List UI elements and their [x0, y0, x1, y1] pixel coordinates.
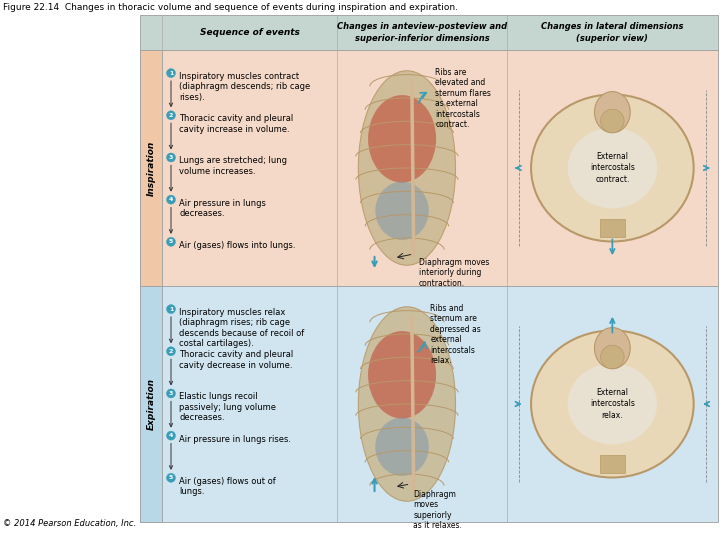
- Text: 1: 1: [168, 307, 174, 312]
- Ellipse shape: [359, 71, 456, 265]
- Circle shape: [166, 347, 176, 356]
- Text: Ribs and
sternum are
depressed as
external
intercostals
relax.: Ribs and sternum are depressed as extern…: [431, 304, 481, 365]
- Text: External
intercostals
relax.: External intercostals relax.: [590, 388, 635, 420]
- Bar: [600, 455, 624, 473]
- Text: Air pressure in lungs rises.: Air pressure in lungs rises.: [179, 435, 291, 444]
- Circle shape: [166, 69, 176, 78]
- Text: Inspiratory muscles relax
(diaphragm rises; rib cage
descends because of recoil : Inspiratory muscles relax (diaphragm ris…: [179, 308, 305, 348]
- Text: Changes in lateral dimensions
(superior view): Changes in lateral dimensions (superior …: [541, 23, 683, 43]
- Circle shape: [166, 153, 176, 162]
- Bar: [600, 219, 624, 237]
- Bar: [140, 15, 718, 50]
- Ellipse shape: [368, 331, 436, 418]
- Text: External
intercostals
contract.: External intercostals contract.: [590, 152, 635, 184]
- Text: Diaphragm moves
interiorly during
contraction.: Diaphragm moves interiorly during contra…: [418, 258, 489, 288]
- Circle shape: [600, 345, 624, 369]
- Circle shape: [166, 305, 176, 314]
- Text: 1: 1: [168, 71, 174, 76]
- Bar: [140, 286, 162, 522]
- Text: 2: 2: [168, 113, 174, 118]
- Text: Inspiration: Inspiration: [146, 140, 156, 195]
- Text: Air pressure in lungs
decreases.: Air pressure in lungs decreases.: [179, 199, 266, 218]
- Text: Diaphragm
moves
superiorly
as it relaxes.: Diaphragm moves superiorly as it relaxes…: [413, 490, 462, 530]
- Ellipse shape: [375, 181, 429, 240]
- Circle shape: [166, 474, 176, 482]
- Text: 4: 4: [168, 433, 174, 438]
- Ellipse shape: [567, 363, 657, 444]
- Ellipse shape: [359, 307, 456, 501]
- Ellipse shape: [531, 94, 693, 241]
- Text: 3: 3: [168, 155, 174, 160]
- Text: 5: 5: [168, 239, 174, 244]
- Text: © 2014 Pearson Education, Inc.: © 2014 Pearson Education, Inc.: [3, 519, 136, 528]
- Text: 5: 5: [168, 475, 174, 480]
- Text: Thoracic cavity and pleural
cavity decrease in volume.: Thoracic cavity and pleural cavity decre…: [179, 350, 293, 370]
- Circle shape: [166, 237, 176, 246]
- Circle shape: [166, 431, 176, 440]
- Text: 2: 2: [168, 349, 174, 354]
- Ellipse shape: [531, 330, 693, 477]
- Text: Sequence of events: Sequence of events: [199, 28, 300, 37]
- Bar: [140, 50, 162, 286]
- Circle shape: [166, 389, 176, 398]
- Text: Thoracic cavity and pleural
cavity increase in volume.: Thoracic cavity and pleural cavity incre…: [179, 114, 293, 134]
- Text: Elastic lungs recoil
passively; lung volume
decreases.: Elastic lungs recoil passively; lung vol…: [179, 393, 276, 422]
- Text: Air (gases) flows out of
lungs.: Air (gases) flows out of lungs.: [179, 477, 276, 496]
- Text: 4: 4: [168, 197, 174, 202]
- Ellipse shape: [567, 127, 657, 208]
- Bar: [140, 286, 718, 522]
- Text: Changes in anteview-posteview and
superior-inferior dimensions: Changes in anteview-posteview and superi…: [337, 23, 507, 43]
- Text: Lungs are stretched; lung
volume increases.: Lungs are stretched; lung volume increas…: [179, 157, 287, 176]
- Text: Air (gases) flows into lungs.: Air (gases) flows into lungs.: [179, 241, 295, 250]
- Ellipse shape: [375, 417, 429, 476]
- Bar: [140, 50, 718, 286]
- Text: Ribs are
elevated and
sternum flares
as external
intercostals
contract.: Ribs are elevated and sternum flares as …: [436, 68, 491, 129]
- Text: 3: 3: [168, 391, 174, 396]
- Text: Expiration: Expiration: [146, 378, 156, 430]
- Ellipse shape: [595, 92, 630, 133]
- Circle shape: [166, 111, 176, 120]
- Text: Figure 22.14  Changes in thoracic volume and sequence of events during inspirati: Figure 22.14 Changes in thoracic volume …: [3, 3, 458, 12]
- Ellipse shape: [595, 328, 630, 369]
- Circle shape: [166, 195, 176, 204]
- Text: Inspiratory muscles contract
(diaphragm descends; rib cage
rises).: Inspiratory muscles contract (diaphragm …: [179, 72, 310, 102]
- Ellipse shape: [368, 95, 436, 183]
- Circle shape: [600, 109, 624, 133]
